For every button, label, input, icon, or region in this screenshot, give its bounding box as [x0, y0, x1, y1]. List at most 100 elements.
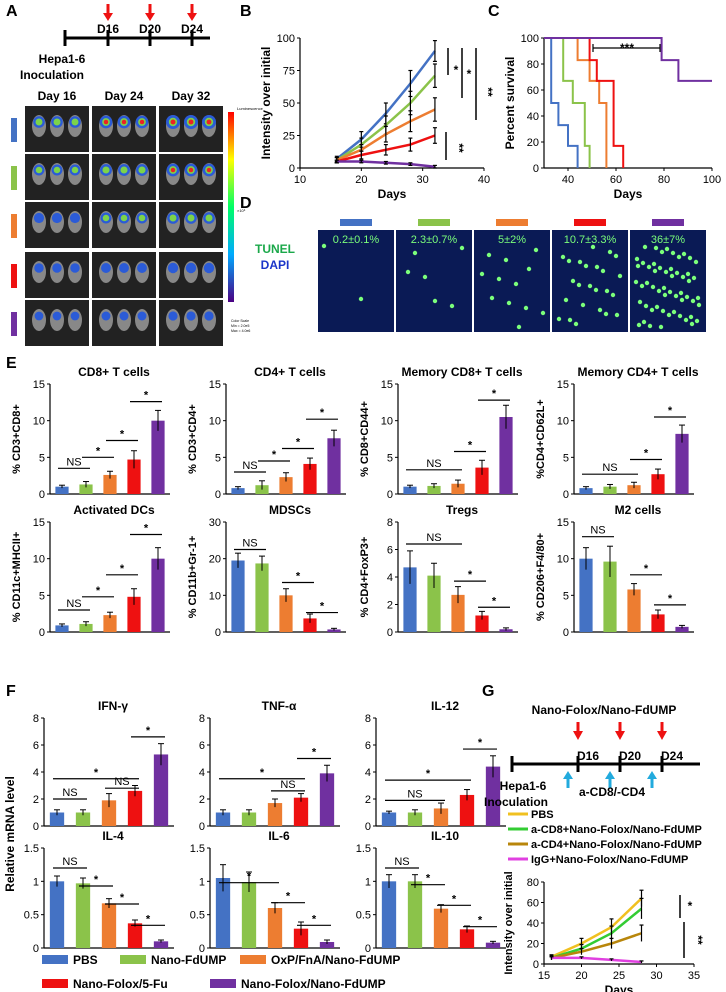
- y-axis-label: % CD3+CD8+: [11, 404, 23, 474]
- tunel-positive-cell: [690, 298, 696, 304]
- bar-chart-E7: 0 2 4 6 8 % CD4+FoxP3+ Tregs NS * *: [359, 503, 518, 639]
- sig-label: NS: [62, 856, 77, 868]
- y-tick-label: 20: [209, 554, 221, 566]
- sig-label: **: [481, 87, 495, 97]
- bar-chart-F5: 0 0.5 1 1.5 IL-6 * * *: [190, 829, 340, 955]
- chart-title: TNF-α: [262, 699, 297, 713]
- legend-swatch: [42, 955, 68, 964]
- bar: [485, 766, 501, 826]
- y-tick-label: 0: [365, 943, 371, 955]
- chart-title: CD8+ T cells: [78, 365, 150, 379]
- tunel-positive-cell: [663, 269, 669, 275]
- sig-label: *: [426, 873, 431, 885]
- survival-curve: [544, 37, 579, 168]
- panel-letter-E: E: [6, 355, 17, 372]
- timepoint-label: D20: [139, 22, 161, 36]
- y-tick-label: 10: [557, 554, 569, 566]
- bar-chart-E1: 0 5 10 15 % CD3+CD8+ CD8+ T cells NS * * *: [11, 365, 170, 501]
- bar: [403, 567, 417, 632]
- y-axis-label: Percent survival: [503, 57, 517, 150]
- arrow-head: [145, 13, 155, 21]
- sig-label: *: [478, 915, 483, 927]
- x-tick-label: 80: [658, 174, 670, 186]
- timepoint-label: D24: [181, 22, 203, 36]
- bar: [75, 883, 91, 948]
- x-axis-label: Days: [605, 983, 634, 992]
- tunel-positive-cell: [597, 307, 603, 313]
- tunel-positive-cell: [636, 322, 642, 328]
- bar-chart-F2: 0 2 4 6 8 TNF-α * NS *: [199, 699, 340, 833]
- tunel-positive-cell: [659, 249, 665, 255]
- y-tick-label: 2: [199, 794, 205, 806]
- tunel-positive-cell: [660, 308, 666, 314]
- panel-letter-B: B: [240, 3, 252, 20]
- tunel-positive-cell: [687, 255, 693, 261]
- arrow-head: [573, 731, 583, 740]
- y-tick-label: 0: [387, 489, 393, 501]
- y-tick-label: 100: [277, 33, 295, 45]
- sig-label: *: [467, 67, 472, 81]
- sig-label: NS: [242, 538, 257, 550]
- sig-label: *: [144, 522, 149, 534]
- signal-blob: [70, 311, 80, 321]
- bar: [231, 560, 245, 632]
- y-tick-label: 5: [39, 590, 45, 602]
- arrow-head: [647, 771, 657, 779]
- sig-label: *: [96, 585, 101, 597]
- series-line: [551, 956, 642, 964]
- timepoint-label: D24: [661, 749, 683, 763]
- chart-title: IL-12: [431, 699, 459, 713]
- legend-swatch: [210, 979, 236, 988]
- panel-letter-D: D: [240, 195, 252, 212]
- x-tick-label: 25: [613, 970, 625, 982]
- colorbar: [228, 112, 234, 302]
- bar: [403, 486, 417, 494]
- bar: [215, 812, 231, 826]
- chart-title: Memory CD4+ T cells: [577, 365, 698, 379]
- tunel-positive-cell: [479, 271, 485, 277]
- signal-blob: [70, 263, 80, 273]
- bar: [231, 488, 245, 494]
- signal-blob: [188, 167, 194, 173]
- y-tick-label: 5: [387, 452, 393, 464]
- tunel-positive-cell: [654, 304, 660, 310]
- tunel-positive-cell: [600, 268, 606, 274]
- tunel-positive-cell: [566, 258, 572, 264]
- bar: [127, 790, 143, 826]
- legend-label: a-CD4+Nano-Folox/Nano-FdUMP: [531, 839, 702, 851]
- bar: [215, 878, 231, 948]
- y-tick-label: 80: [527, 59, 539, 71]
- bar: [407, 812, 423, 826]
- y-tick-label: 20: [527, 137, 539, 149]
- group-color-bar: [11, 118, 17, 142]
- y-tick-label: 100: [521, 33, 539, 45]
- y-tick-label: 80: [527, 877, 539, 889]
- bar: [293, 928, 309, 948]
- x-tick-label: 30: [417, 174, 429, 186]
- tunel-positive-cell: [523, 305, 529, 311]
- tunel-positive-cell: [486, 252, 492, 258]
- signal-blob: [206, 167, 212, 173]
- tunel-positive-cell: [573, 321, 579, 327]
- sig-label: *: [644, 448, 649, 460]
- panel-c-chart: 0 20 40 60 80 100 40 60 80 100 Days Percent surviva…: [503, 33, 721, 201]
- signal-blob: [52, 263, 62, 273]
- bar: [579, 488, 593, 494]
- bar: [579, 558, 593, 632]
- signal-blob: [102, 214, 110, 222]
- signal-blob: [186, 311, 196, 321]
- bar-chart-E2: 0 5 10 15 % CD3+CD4+ CD4+ T cells NS * * *: [187, 365, 346, 501]
- signal-blob: [53, 118, 61, 126]
- chart-title: Activated DCs: [73, 503, 155, 517]
- bar: [153, 754, 169, 826]
- y-tick-label: 0: [533, 959, 539, 971]
- bar: [427, 485, 441, 494]
- tunel-positive-cell: [637, 299, 643, 305]
- tunel-positive-cell: [661, 285, 667, 291]
- signal-blob: [102, 166, 110, 174]
- bar-chart-E5: 0 5 10 15 % CD11c+MHCII+ Activated DCs NS * * *: [11, 503, 170, 639]
- tunel-positive-cell: [489, 295, 495, 301]
- tunel-image: [318, 230, 394, 332]
- tunel-positive-cell: [646, 264, 652, 270]
- group-color-bar: [11, 166, 17, 190]
